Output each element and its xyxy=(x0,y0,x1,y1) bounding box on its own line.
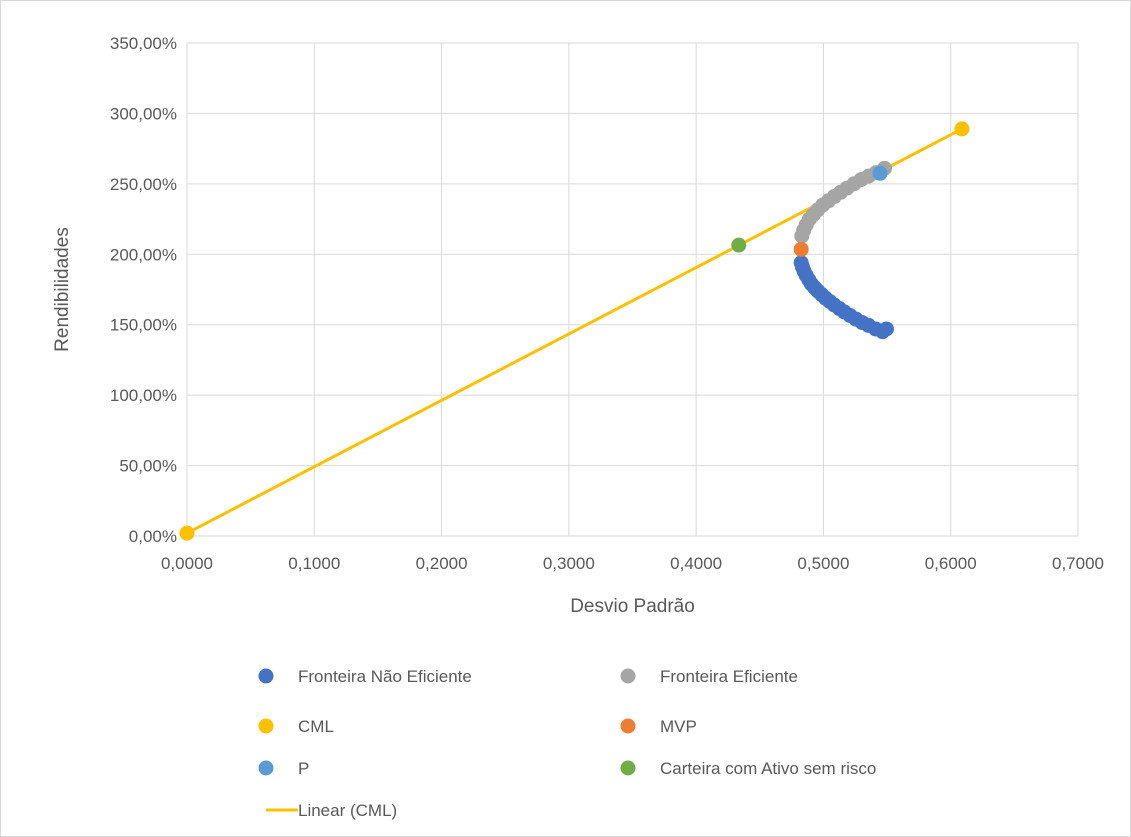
legend-item: MVP xyxy=(620,717,697,736)
y-tick-label: 350,00% xyxy=(110,34,177,53)
x-axis-title: Desvio Padrão xyxy=(570,596,695,617)
y-tick-label: 200,00% xyxy=(110,245,177,264)
gridlines xyxy=(186,42,1079,537)
point-cml xyxy=(954,121,970,137)
x-tick-label: 0,1000 xyxy=(288,554,340,573)
x-tick-label: 0,4000 xyxy=(670,554,722,573)
legend-label: CML xyxy=(298,717,334,736)
y-axis-title: Rendibilidades xyxy=(52,227,73,352)
y-tick-label: 250,00% xyxy=(110,175,177,194)
x-axis-ticks: 0,0000 0,1000 0,2000 0,3000 0,4000 0,5000 0,60… xyxy=(161,554,1104,573)
point-p xyxy=(872,165,888,181)
legend-label: Fronteira Não Eficiente xyxy=(298,667,472,686)
y-tick-label: 100,00% xyxy=(110,386,177,405)
point-fronteira-nao-eficiente xyxy=(878,321,894,337)
legend-item: P xyxy=(258,759,309,778)
legend-label: MVP xyxy=(660,717,697,736)
legend-label: Carteira com Ativo sem risco xyxy=(660,759,876,778)
y-tick-label: 0,00% xyxy=(129,527,177,546)
legend-marker xyxy=(258,760,274,776)
legend-item: Fronteira Não Eficiente xyxy=(258,667,472,686)
legend-marker xyxy=(620,718,636,734)
point-carteira-com-ativo-sem-risco xyxy=(731,237,747,253)
legend: Fronteira Não Eficiente Fronteira Eficien… xyxy=(258,667,876,820)
y-tick-label: 50,00% xyxy=(119,457,177,476)
x-tick-label: 0,7000 xyxy=(1052,554,1104,573)
x-tick-label: 0,6000 xyxy=(925,554,977,573)
legend-marker xyxy=(258,668,274,684)
legend-marker xyxy=(620,668,636,684)
legend-item: CML xyxy=(258,717,334,736)
legend-label: Linear (CML) xyxy=(298,801,397,820)
x-tick-label: 0,5000 xyxy=(797,554,849,573)
x-tick-label: 0,3000 xyxy=(543,554,595,573)
legend-marker xyxy=(258,718,274,734)
plot-area xyxy=(179,121,970,541)
legend-item: Fronteira Eficiente xyxy=(620,667,798,686)
y-tick-label: 150,00% xyxy=(110,316,177,335)
legend-item: Linear (CML) xyxy=(266,801,397,820)
x-tick-label: 0,0000 xyxy=(161,554,213,573)
point-mvp xyxy=(793,241,809,257)
legend-item: Carteira com Ativo sem risco xyxy=(620,759,876,778)
y-tick-label: 300,00% xyxy=(110,104,177,123)
legend-label: Fronteira Eficiente xyxy=(660,667,798,686)
x-tick-label: 0,2000 xyxy=(416,554,468,573)
legend-marker xyxy=(620,760,636,776)
legend-label: P xyxy=(298,759,309,778)
point-cml xyxy=(179,525,195,541)
y-axis-ticks: 0,00% 50,00% 100,00% 150,00% 200,00% 250,00% 3… xyxy=(110,34,177,546)
